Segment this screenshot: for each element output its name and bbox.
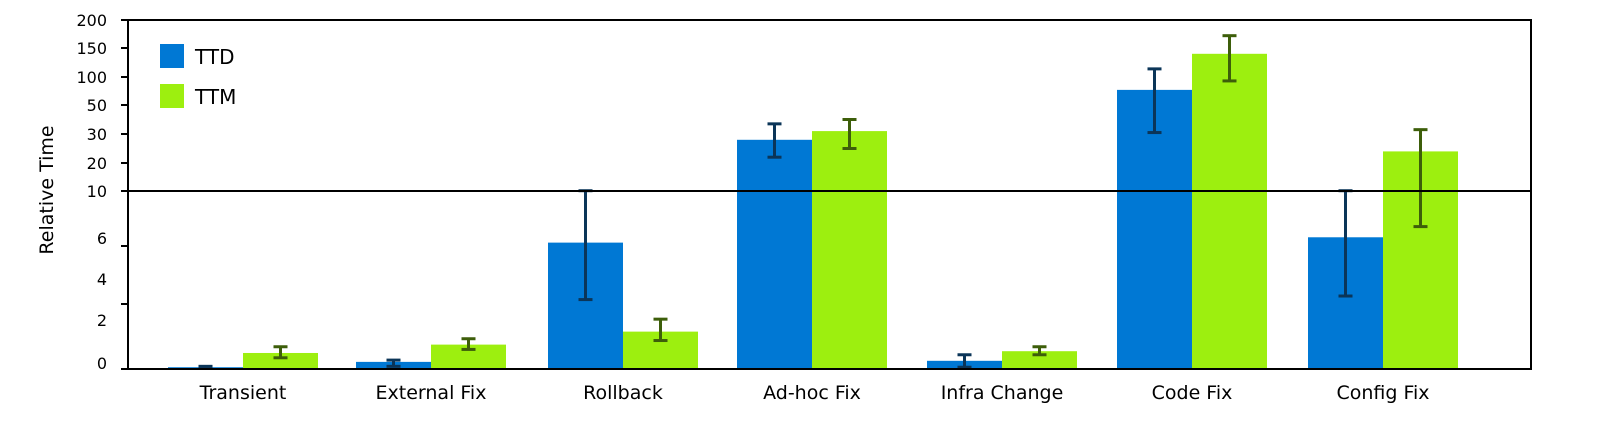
- y-tick-label: 100: [76, 68, 107, 87]
- plot-frame: [127, 19, 1532, 370]
- x-category-label: External Fix: [376, 382, 487, 404]
- x-category-label: Infra Change: [941, 382, 1064, 404]
- legend-label-ttm: TTM: [194, 85, 236, 109]
- y-tick-label: 2: [97, 311, 107, 330]
- legend-swatch-ttd: [160, 44, 184, 68]
- legend: TTD TTM: [160, 44, 236, 109]
- bar-ttm: [1002, 351, 1077, 369]
- y-tick-label: 10: [87, 182, 107, 201]
- legend-label-ttd: TTD: [194, 45, 234, 69]
- x-category-label: Rollback: [583, 382, 663, 404]
- bar-ttd: [737, 139, 812, 369]
- x-category-label: Config Fix: [1336, 382, 1429, 404]
- y-tick-label: 50: [87, 96, 107, 115]
- bar-ttd: [1117, 89, 1192, 369]
- y-tick-label: 150: [76, 39, 107, 58]
- bar-ttm: [1192, 53, 1267, 370]
- bars-layer: [168, 53, 1458, 370]
- x-category-label: Code Fix: [1152, 382, 1233, 404]
- x-category-label: Transient: [199, 382, 287, 404]
- y-axis-title: Relative Time: [36, 125, 58, 254]
- y-tick-label: 200: [76, 11, 107, 30]
- y-tick-label: 4: [97, 270, 107, 289]
- x-category-label: Ad-hoc Fix: [763, 382, 861, 404]
- bar-ttm: [812, 131, 887, 369]
- y-tick-label: 6: [97, 229, 107, 248]
- x-axis-labels: Transient External Fix Rollback Ad-hoc Fix I…: [199, 382, 1430, 404]
- y-tick-label: 30: [87, 125, 107, 144]
- bar-ttm: [243, 352, 318, 369]
- y-tick-label: 0: [97, 354, 107, 373]
- y-tick-label: 20: [87, 154, 107, 173]
- legend-swatch-ttm: [160, 84, 184, 108]
